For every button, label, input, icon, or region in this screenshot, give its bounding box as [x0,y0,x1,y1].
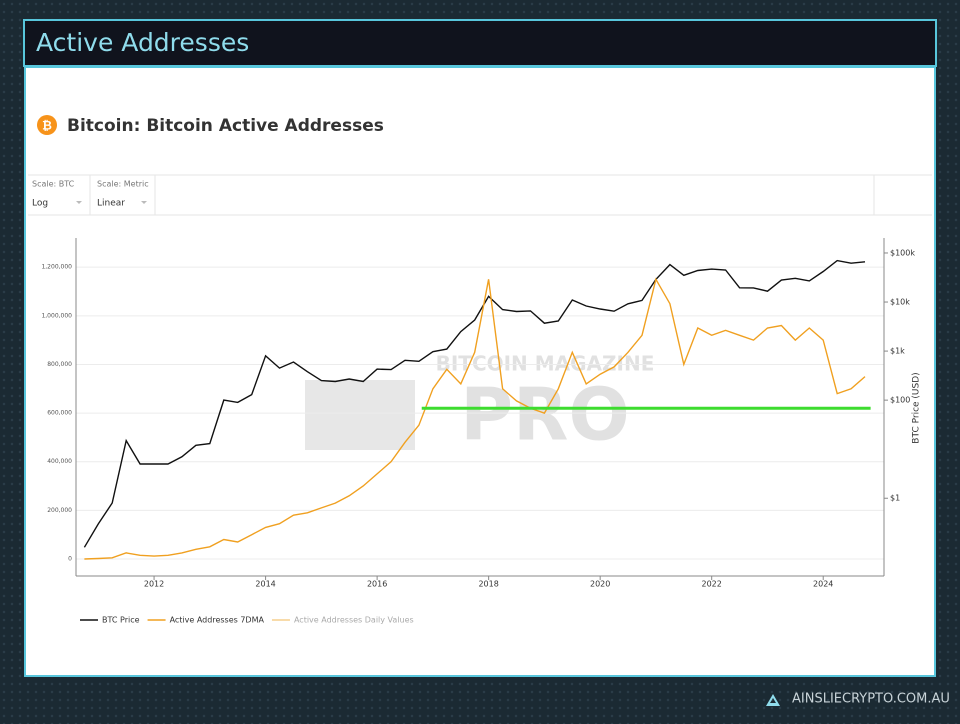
y-tick-label: 1,200,000 [41,264,72,271]
bitcoin-icon-symbol: ₿ [42,119,52,133]
y2-tick-label: $1k [890,347,905,356]
series-line [83,259,866,548]
y-tick-label: 400,000 [47,458,72,465]
header-bar [23,19,937,67]
y-tick-label: 1,000,000 [41,312,72,319]
legend-label[interactable]: Active Addresses Daily Values [294,616,414,625]
control-value[interactable]: Log [32,199,48,209]
y2-axis-label: BTC Price (USD) [912,372,922,443]
y-tick-label: 600,000 [47,410,72,417]
y-tick-label: 800,000 [47,361,72,368]
control-label: Scale: BTC [32,180,75,189]
panel [24,66,936,677]
series-line [84,277,866,560]
watermark: BITCOIN MAGAZINE PRO [305,352,654,457]
dropdown-arrow [76,201,82,204]
x-tick-label: 2022 [702,580,722,589]
y2-tick-label: $100 [890,396,910,405]
x-tick-label: 2014 [255,580,275,589]
bitcoin-icon [37,115,57,135]
watermark-text: PRO [460,373,629,457]
y2-tick-label: $10k [890,298,910,307]
control-value[interactable]: Linear [97,199,125,209]
x-tick-label: 2024 [813,580,833,589]
header-title: Active Addresses [36,28,249,57]
control[interactable]: Scale: Metric Linear [97,180,149,209]
y2-tick-label: $1 [890,494,900,503]
y2-tick-label: $100k [890,248,915,257]
x-tick-label: 2012 [144,580,164,589]
footer-brand: AINSLIECRYPTO.COM.AU [792,692,950,707]
chart-title: Bitcoin: Bitcoin Active Addresses [67,116,384,136]
control[interactable]: Scale: BTC Log [32,180,82,209]
y-tick-label: 200,000 [47,507,72,514]
x-tick-label: 2018 [478,580,498,589]
dropdown-arrow [141,201,147,204]
control-label: Scale: Metric [97,180,149,189]
legend-label[interactable]: BTC Price [102,616,140,625]
footer-logo [766,694,780,706]
x-tick-label: 2020 [590,580,610,589]
watermark-logo [305,380,415,450]
legend-label[interactable]: Active Addresses 7DMA [170,616,265,625]
x-tick-label: 2016 [367,580,387,589]
y-tick-label: 0 [68,555,72,562]
